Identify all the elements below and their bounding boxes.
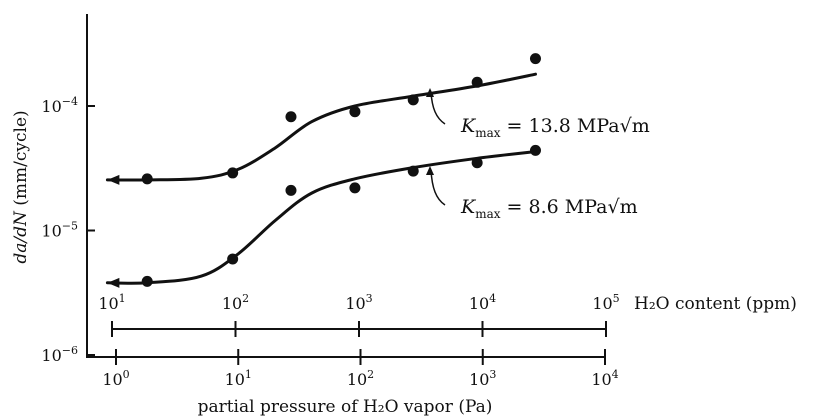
series-label-root-sign-0: √ (620, 115, 633, 137)
content-tick-label-2-exp: 3 (366, 292, 373, 305)
data-point-0-1 (227, 167, 239, 179)
fit-curve-arrow-1 (107, 277, 120, 288)
pressure-tick-label-4-base: 10 (591, 370, 611, 389)
annotation-leader-1 (430, 169, 446, 206)
y-tick-label-2: 10−4 (41, 95, 78, 116)
data-point-1-3 (349, 182, 361, 194)
y-tick-label-0: 10−6 (41, 344, 78, 365)
y-tick-label-2-base: 10 (41, 97, 61, 116)
data-point-1-2 (285, 184, 297, 196)
content-tick-label-0: 101 (98, 292, 125, 313)
content-tick-label-2-base: 10 (345, 294, 365, 313)
data-point-0-6 (529, 53, 541, 65)
content-tick-label-3: 104 (469, 292, 496, 313)
content-tick-label-4: 105 (592, 292, 619, 313)
data-point-0-2 (285, 111, 297, 123)
pressure-tick-label-4-exp: 4 (612, 368, 619, 381)
content-axis-title: H₂O content (ppm) (634, 294, 797, 314)
y-tick-label-0-base: 10 (41, 346, 61, 365)
data-point-1-0 (141, 275, 153, 287)
content-tick-label-4-exp: 5 (613, 292, 620, 305)
pressure-tick-label-3-exp: 3 (489, 368, 496, 381)
y-axis-title: da/dN (mm/cycle) (11, 110, 31, 263)
series-label-root-0: m (632, 115, 650, 137)
series-label-0: Kmax = 13.8 MPa√m (460, 115, 650, 140)
content-tick-label-0-exp: 1 (119, 292, 126, 305)
content-tick-label-1: 102 (222, 292, 249, 313)
y-axis-title-units: (mm/cycle) (11, 110, 31, 205)
series-label-rest-1: = 8.6 MPa (501, 196, 608, 218)
y-axis-title-symbol: da/dN (11, 210, 31, 264)
pressure-tick-label-0: 100 (102, 368, 129, 389)
pressure-tick-label-2-base: 10 (347, 370, 367, 389)
y-tick-label-1-exp: −5 (62, 220, 78, 233)
content-tick-label-1-exp: 2 (242, 292, 249, 305)
data-point-0-3 (349, 106, 361, 118)
series-label-rest-0: = 13.8 MPa (501, 115, 620, 137)
content-tick-label-2: 103 (345, 292, 372, 313)
data-point-1-4 (407, 165, 419, 177)
pressure-tick-label-3: 103 (469, 368, 496, 389)
data-points (141, 53, 541, 287)
tick-marks (87, 105, 607, 365)
pressure-tick-label-0-base: 10 (102, 370, 122, 389)
content-tick-label-3-base: 10 (469, 294, 489, 313)
annotation-arrow-1 (426, 166, 434, 175)
content-tick-label-0-base: 10 (98, 294, 118, 313)
series-label-k-0: K (460, 115, 477, 137)
data-point-1-6 (529, 144, 541, 156)
series-label-k-1: K (460, 196, 477, 218)
content-tick-label-1-base: 10 (222, 294, 242, 313)
data-point-1-5 (471, 157, 483, 169)
pressure-tick-label-2-exp: 2 (367, 368, 374, 381)
series-label-1: Kmax = 8.6 MPa√m (460, 196, 638, 221)
pressure-axis-title: partial pressure of H₂O vapor (Pa) (198, 397, 493, 417)
y-tick-label-1-base: 10 (41, 222, 61, 241)
pressure-tick-label-4: 104 (591, 368, 618, 389)
fit-curve-1 (105, 150, 537, 285)
data-point-0-0 (141, 173, 153, 185)
series-label-sub-0: max (475, 126, 501, 140)
data-point-1-1 (227, 253, 239, 265)
series-label-root-1: m (620, 196, 638, 218)
content-tick-label-3-exp: 4 (489, 292, 496, 305)
pressure-tick-label-1-exp: 1 (245, 368, 252, 381)
series-label-root-sign-1: √ (607, 196, 620, 218)
annotation-arrow-0 (426, 88, 434, 97)
y-tick-label-2-exp: −4 (62, 95, 78, 108)
y-tick-label-1: 10−5 (41, 220, 78, 241)
pressure-tick-label-0-exp: 0 (123, 368, 130, 381)
y-tick-label-0-exp: −6 (62, 344, 78, 357)
data-point-0-5 (471, 76, 483, 88)
series-label-sub-1: max (475, 207, 501, 221)
fit-curves (105, 72, 537, 288)
pressure-tick-label-2: 102 (347, 368, 374, 389)
content-tick-label-4-base: 10 (592, 294, 612, 313)
fit-curve-0 (105, 72, 537, 182)
pressure-tick-label-1-base: 10 (225, 370, 245, 389)
data-point-0-4 (407, 94, 419, 106)
fit-curve-arrow-0 (107, 174, 120, 185)
pressure-tick-label-1: 101 (225, 368, 252, 389)
pressure-tick-label-3-base: 10 (469, 370, 489, 389)
